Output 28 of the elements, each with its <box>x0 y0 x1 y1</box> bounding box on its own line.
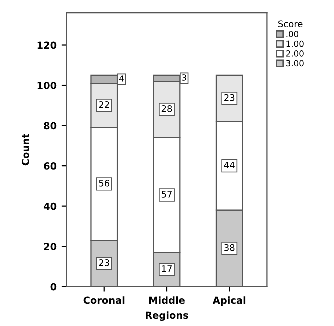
x-tick-label: Apical <box>212 296 246 306</box>
y-axis-title: Count <box>22 134 30 166</box>
data-label: 23 <box>224 94 235 102</box>
y-tick-label: 100 <box>38 82 57 90</box>
x-tick-label: Coronal <box>84 296 125 304</box>
y-tick-label: 0 <box>50 283 57 291</box>
data-label: 4 <box>120 76 124 82</box>
data-label: 57 <box>162 191 172 198</box>
data-label: 3 <box>182 74 186 81</box>
y-tick-label: 80 <box>44 122 57 130</box>
data-label: 44 <box>224 162 235 169</box>
legend-label: 1.00 <box>286 40 304 48</box>
data-label: 56 <box>99 180 110 187</box>
x-tick-label: Middle <box>149 296 185 304</box>
y-tick-label: 40 <box>44 202 57 210</box>
data-label: 17 <box>162 266 172 272</box>
data-label: 22 <box>99 101 110 108</box>
y-tick-label: 60 <box>44 162 57 170</box>
x-axis-title: Regions <box>146 312 188 322</box>
y-tick-label: 20 <box>44 243 57 250</box>
data-label: 28 <box>162 105 172 112</box>
legend-label: 2.00 <box>286 50 304 57</box>
legend-label: .00 <box>286 31 299 38</box>
legend-title: Score <box>278 20 303 28</box>
data-label: 38 <box>224 244 235 252</box>
legend-label: 3.00 <box>286 60 304 67</box>
data-label: 23 <box>99 260 110 266</box>
y-tick-label: 120 <box>38 42 57 50</box>
